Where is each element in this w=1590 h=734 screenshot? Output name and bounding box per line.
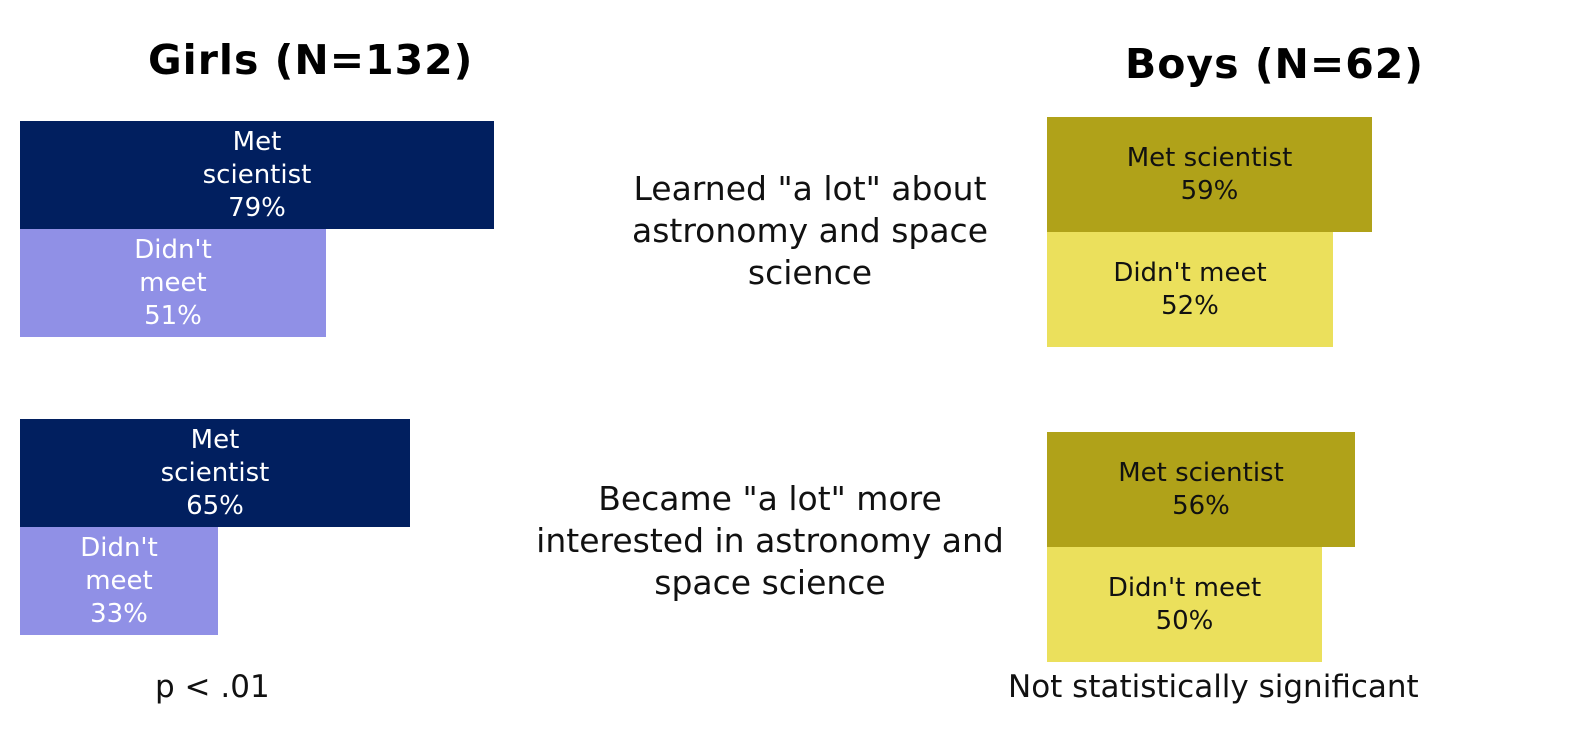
boys-q1-met-label: Met scientist 59%	[1126, 142, 1293, 206]
question-1-label: Learned "a lot" about astronomy and spac…	[631, 169, 989, 292]
girls-q1-didnt-bar: Didn't meet 51%	[20, 229, 326, 337]
boys-q2-didnt-bar: Didn't meet 50%	[1047, 547, 1322, 662]
boys-q2-didnt-label: Didn't meet 50%	[1107, 572, 1262, 636]
girls-q2-met-label: Met scientist 65%	[160, 424, 270, 521]
question-2-label: Became "a lot" more interested in astron…	[536, 479, 1004, 602]
boys-q2-met-bar: Met scientist 56%	[1047, 432, 1355, 547]
girls-significance-note: p < .01	[155, 669, 270, 705]
boys-q1-didnt-label: Didn't meet 52%	[1113, 257, 1267, 321]
boys-q1-met-bar: Met scientist 59%	[1047, 117, 1372, 232]
boys-significance-note: Not statistically significant	[1008, 669, 1419, 705]
girls-q2-didnt-label: Didn't meet 33%	[80, 532, 158, 629]
boys-q2-met-label: Met scientist 56%	[1118, 457, 1284, 521]
girls-q1-met-bar: Met scientist 79%	[20, 121, 494, 229]
girls-q1-didnt-label: Didn't meet 51%	[134, 234, 212, 331]
girls-panel-title: Girls (N=132)	[148, 36, 474, 84]
boys-panel-title: Boys (N=62)	[1125, 40, 1425, 88]
girls-q2-didnt-bar: Didn't meet 33%	[20, 527, 218, 635]
girls-q2-met-bar: Met scientist 65%	[20, 419, 410, 527]
girls-q1-met-label: Met scientist 79%	[202, 126, 312, 223]
boys-q1-didnt-bar: Didn't meet 52%	[1047, 232, 1333, 347]
